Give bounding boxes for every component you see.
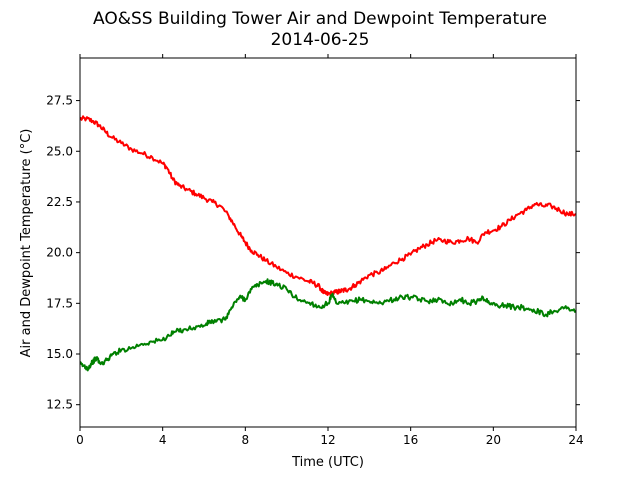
series-line-2 [80,278,576,372]
x-tick-label: 0 [76,433,84,447]
series-layer [80,115,576,372]
y-axis-label: Air and Dewpoint Temperature (°C) [19,129,34,358]
y-tick-label: 17.5 [46,296,73,310]
y-tick-label: 27.5 [46,94,73,108]
plot-area [80,58,576,427]
chart-subtitle: 2014-06-25 [271,30,370,50]
x-tick-label: 20 [486,433,501,447]
plot-background [80,58,576,427]
y-tick-label: 15.0 [46,347,73,361]
y-tick-label: 20.0 [46,246,73,260]
x-tick-label: 8 [242,433,250,447]
y-tick-label: 12.5 [46,398,73,412]
axes-layer: 0 4 8 12 16 20 24 12.5 15.0 17.5 20.0 22.5 25.0 27.5 [46,54,584,447]
x-tick-label: 4 [159,433,167,447]
chart-title: AO&SS Building Tower Air and Dewpoint Te… [93,9,547,29]
x-tick-label: 12 [320,433,335,447]
x-tick-label: 16 [403,433,418,447]
y-tick-label: 22.5 [46,195,73,209]
x-tick-label: 24 [568,433,583,447]
x-axis-label: Time (UTC) [291,455,364,470]
series-line-1 [80,115,576,297]
y-tick-label: 25.0 [46,144,73,158]
